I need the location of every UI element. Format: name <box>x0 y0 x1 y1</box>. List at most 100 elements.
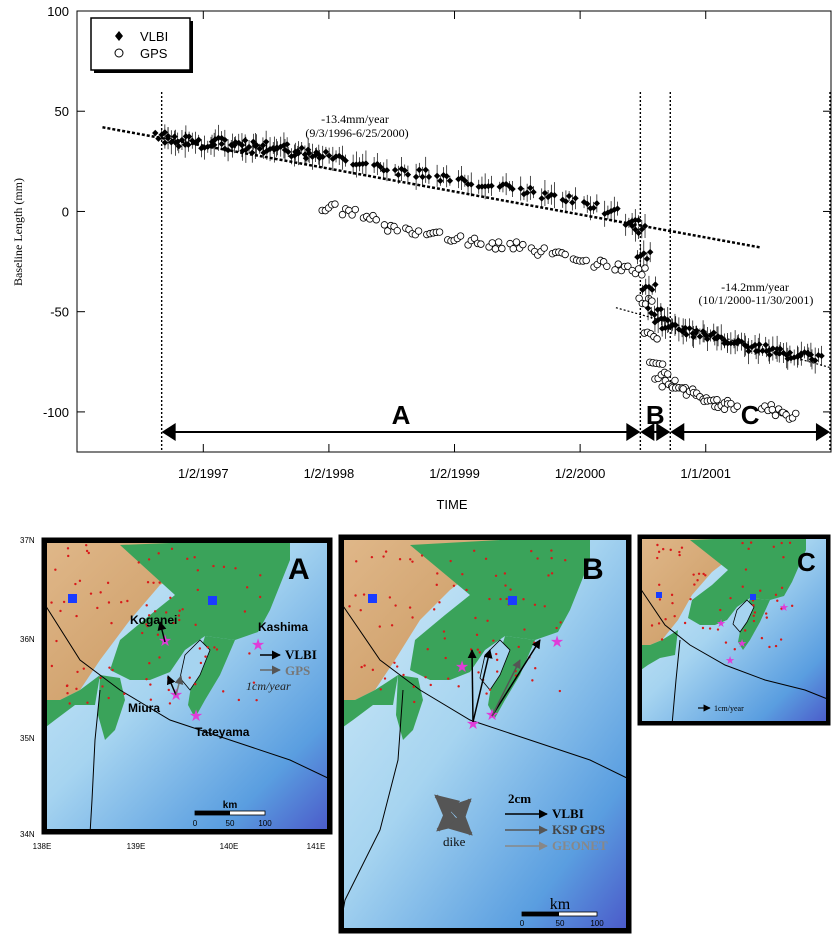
gps-station-dot <box>359 608 362 612</box>
map-a-place-kashima: Kashima <box>258 620 308 634</box>
gps-station-dot <box>477 671 480 674</box>
gps-station-dot <box>486 619 489 623</box>
gps-station-dot <box>137 561 140 564</box>
vlbi-point <box>178 136 186 144</box>
gps-station-dot <box>383 677 387 680</box>
gps-station-dot <box>752 619 756 623</box>
map-c-vlbi-site-2 <box>750 594 756 600</box>
gps-station-dot <box>158 656 161 659</box>
gps-station-dot <box>496 670 499 673</box>
gps-station-dot <box>435 583 438 587</box>
gps-station-dot <box>432 608 436 611</box>
gps-station-dot <box>107 696 110 700</box>
gps-station-dot <box>402 673 405 677</box>
vlbi-point <box>322 148 330 156</box>
map-c-star-koganei: ★ <box>716 618 726 630</box>
vlbi-point <box>523 189 531 196</box>
map-c-star-kashima: ★ <box>779 602 789 614</box>
gps-point <box>509 245 517 253</box>
map-a-lon-141: 141E <box>307 842 326 851</box>
map-a-frame-ticks <box>42 538 332 834</box>
period-arrows: A B C <box>161 400 830 441</box>
gps-station-dot <box>146 581 150 584</box>
gps-station-dot <box>396 665 399 668</box>
gps-station-dot <box>664 618 667 621</box>
rate-annotation-1: -13.4mm/year <box>321 112 389 126</box>
gps-station-dot <box>259 574 262 577</box>
gps-point <box>519 240 527 249</box>
map-a-star-kashima: ★ <box>251 637 265 654</box>
map-c-vlbi-site-1 <box>656 592 662 598</box>
gps-point <box>477 240 485 248</box>
vlbi-point <box>559 196 566 204</box>
period-arrow-head-left <box>640 422 655 441</box>
vlbi-point <box>742 342 749 349</box>
gps-station-dot <box>550 556 553 560</box>
vlbi-point <box>517 185 524 192</box>
gps-station-dot <box>370 555 374 559</box>
gps-station-dot <box>145 604 148 607</box>
gps-station-dot <box>149 698 153 701</box>
vlbi-point <box>250 138 257 146</box>
gps-point <box>372 216 380 224</box>
vlbi-point <box>644 305 652 312</box>
gps-station-dot <box>716 628 720 631</box>
vlbi-point <box>646 248 654 256</box>
gps-station-dot <box>559 621 562 624</box>
gps-station-dot <box>494 574 498 577</box>
vlbi-point <box>224 147 232 154</box>
gps-station-dot <box>474 616 477 620</box>
vlbi-point <box>175 143 182 150</box>
vlbi-point <box>391 166 399 174</box>
map-a-legend-scale: 1cm/year <box>246 679 291 693</box>
period-label: B <box>646 400 665 430</box>
gps-station-dot <box>719 608 722 612</box>
map-b-legend-vlbi: VLBI <box>552 806 584 821</box>
map-c-star-tateyama: ★ <box>737 638 747 650</box>
vlbi-point <box>245 143 253 151</box>
gps-station-dot <box>530 549 533 553</box>
gps-station-dot <box>178 618 181 622</box>
vlbi-point <box>648 286 656 293</box>
gps-station-dot <box>169 596 172 600</box>
gps-station-dot <box>234 567 237 570</box>
gps-point <box>733 402 741 410</box>
gps-station-dot <box>196 569 200 572</box>
gps-station-dot <box>215 648 219 651</box>
vlbi-point <box>478 183 486 190</box>
gps-station-dot <box>354 594 357 597</box>
gps-station-dot <box>243 610 247 613</box>
map-b: ★ ★ ★ ★ dike 2cm VLBI KSP GPS GEONET B k… <box>338 534 632 934</box>
gps-station-dot <box>760 636 764 640</box>
period-arrow-head-left <box>670 422 685 441</box>
gps-point <box>380 221 389 229</box>
gps-station-dot <box>78 579 82 583</box>
gps-station-dot <box>198 647 202 650</box>
gps-point <box>638 271 646 279</box>
gps-station-dot <box>108 666 111 669</box>
gps-point <box>351 205 359 214</box>
gps-station-dot <box>536 557 539 560</box>
gps-station-dot <box>753 611 757 614</box>
gps-point <box>648 297 656 305</box>
map-b-land-low <box>410 535 590 680</box>
gps-station-dot <box>683 621 687 625</box>
vlbi-point <box>683 331 690 338</box>
gps-station-dot <box>543 605 546 608</box>
gps-point <box>641 300 650 308</box>
x-tick-label: 1/2/1997 <box>178 466 229 481</box>
gps-point <box>658 360 667 368</box>
gps-station-dot <box>774 593 778 597</box>
vlbi-point <box>168 139 175 146</box>
gps-station-dot <box>759 589 762 592</box>
vlbi-point <box>256 145 263 153</box>
map-b-dike-label: dike <box>443 834 466 849</box>
gps-station-dot <box>178 609 181 612</box>
y-tick-label: -50 <box>50 305 69 320</box>
gps-point <box>494 238 503 246</box>
map-b-gps-stations <box>348 549 567 704</box>
gps-station-dot <box>693 583 696 586</box>
gps-station-dot <box>772 545 775 548</box>
gps-station-dot <box>188 676 191 679</box>
